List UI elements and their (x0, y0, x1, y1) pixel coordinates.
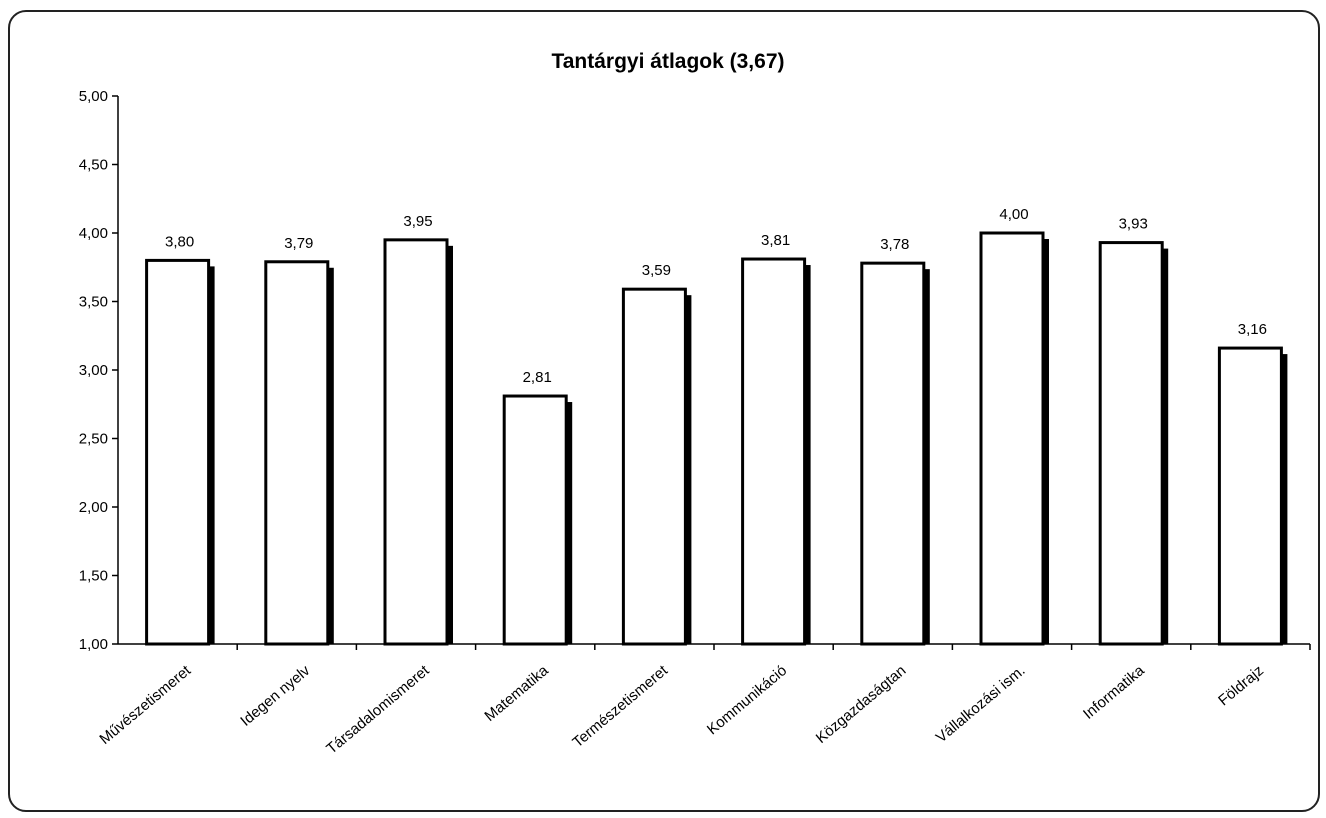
y-tick-label: 3,00 (79, 362, 108, 379)
data-label: 3,95 (403, 213, 432, 230)
bar (1098, 241, 1164, 646)
category-label: Informatika (1080, 662, 1148, 723)
y-tick-label: 4,50 (79, 157, 108, 174)
bar (264, 260, 330, 646)
category-label: Vállalkozási ism. (933, 662, 1029, 746)
category-label: Földrajz (1215, 662, 1267, 709)
category-label: Művészetismeret (96, 662, 194, 748)
y-tick-label: 1,50 (79, 568, 108, 585)
bar (383, 238, 449, 646)
y-tick-label: 1,00 (79, 636, 108, 653)
bar (860, 261, 926, 646)
bar (741, 257, 807, 646)
bar (979, 231, 1045, 646)
y-tick-label: 5,00 (79, 88, 108, 105)
y-tick-label: 2,50 (79, 431, 108, 448)
data-label: 3,81 (761, 232, 790, 249)
y-tick-label: 3,50 (79, 294, 108, 311)
chart-title: Tantárgyi átlagok (3,67) (551, 50, 784, 73)
data-label: 3,93 (1119, 216, 1148, 233)
y-tick-label: 2,00 (79, 499, 108, 516)
data-label: 3,59 (642, 262, 671, 279)
bar (502, 394, 568, 646)
data-label: 3,79 (284, 235, 313, 252)
data-label: 4,00 (999, 206, 1028, 223)
bar (621, 287, 687, 646)
y-tick-label: 4,00 (79, 225, 108, 242)
category-label: Közgazdaságtan (813, 662, 910, 747)
bar (1217, 346, 1283, 646)
category-label: Matematika (481, 662, 552, 725)
category-label: Társadalomismeret (323, 662, 433, 758)
category-label: Idegen nyelv (237, 662, 313, 730)
data-label: 3,80 (165, 233, 194, 250)
data-label: 3,16 (1238, 321, 1267, 338)
data-label: 3,78 (880, 236, 909, 253)
bars-group (145, 231, 1288, 646)
category-label: Természetismeret (569, 662, 671, 752)
bar (145, 258, 211, 646)
category-label: Kommunikáció (704, 662, 790, 738)
data-label: 2,81 (523, 369, 552, 386)
